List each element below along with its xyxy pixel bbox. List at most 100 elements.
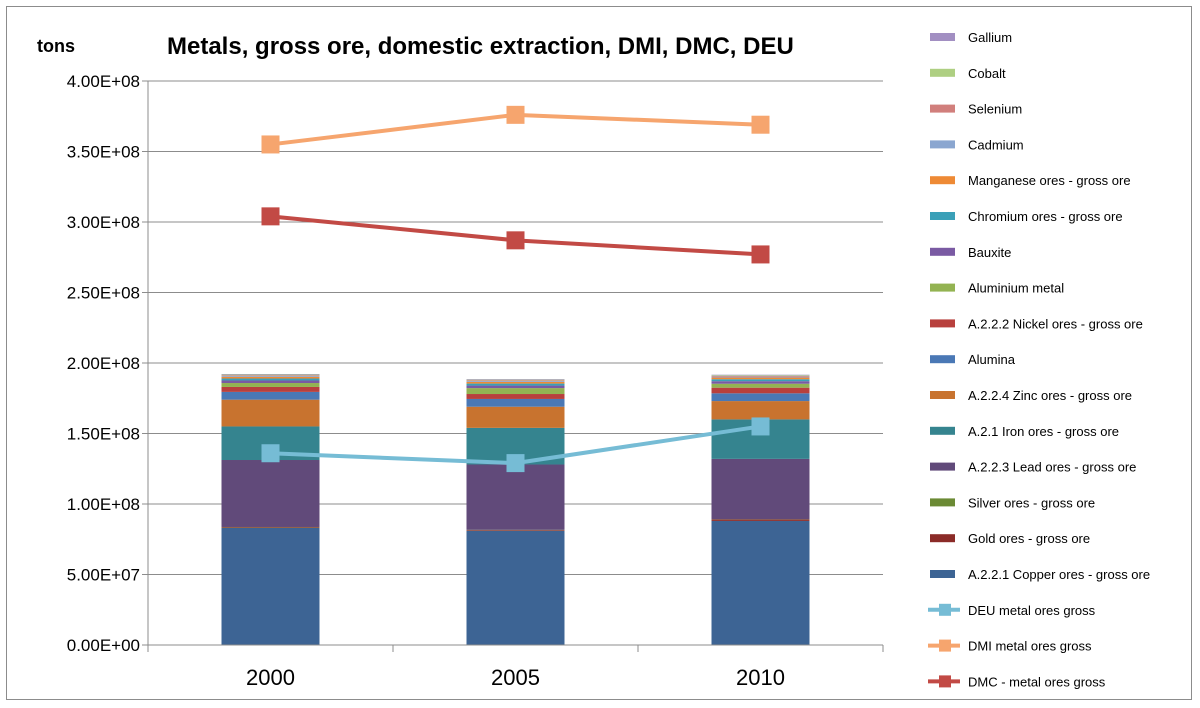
bar-segment: [221, 383, 320, 387]
legend-swatch: [930, 498, 955, 507]
legend-label: A.2.2.3 Lead ores - gross ore: [968, 460, 1136, 475]
chart-title: Metals, gross ore, domestic extraction, …: [167, 33, 794, 60]
x-tick-label: 2010: [736, 665, 785, 690]
legend-label: Selenium: [968, 102, 1022, 117]
y-tick-label: 2.50E+08: [67, 284, 140, 303]
legend-swatch: [930, 355, 955, 364]
bar-segment: [466, 379, 565, 380]
y-tick-label: 1.00E+08: [67, 495, 140, 514]
series-point: [506, 454, 525, 473]
legend-swatch: [930, 68, 955, 77]
bar-segment: [221, 373, 320, 375]
bar-segment: [711, 393, 810, 402]
chart-svg: tons Metals, gross ore, domestic extract…: [37, 30, 1150, 690]
series-point: [261, 135, 280, 154]
bar-segment: [466, 530, 565, 645]
bar-segment: [221, 391, 320, 400]
legend-label: A.2.2.1 Copper ores - gross ore: [968, 567, 1150, 582]
bar-segment: [221, 375, 320, 377]
series-point: [751, 115, 770, 134]
bar-segment: [711, 375, 810, 377]
y-tick-label: 2.00E+08: [67, 354, 140, 373]
bar-segment: [466, 383, 565, 386]
legend-swatch: [930, 391, 955, 399]
legend-swatch: [930, 462, 955, 471]
legend-swatch: [930, 140, 955, 149]
bar-segment: [221, 527, 320, 528]
legend-label: DMC - metal ores gross: [968, 674, 1106, 689]
legend-label: Alumina: [968, 352, 1016, 367]
legend-label: Chromium ores - gross ore: [968, 209, 1123, 224]
bar-segment: [466, 380, 565, 382]
axes: 0.00E+00 5.00E+07 1.00E+08 1.50E+08 2.00E+08…: [67, 72, 884, 690]
series-point: [261, 207, 280, 226]
bar-segment: [466, 464, 565, 530]
series-point: [751, 245, 770, 264]
legend-swatch: [930, 319, 955, 328]
bar-segment: [466, 394, 565, 399]
legend-label: Aluminium metal: [968, 281, 1064, 296]
bar-segment: [221, 386, 320, 392]
bar-segment: [221, 527, 320, 645]
bar-segment: [466, 385, 565, 389]
y-tick-label: 0.00E+00: [67, 636, 140, 655]
series-point: [751, 417, 770, 436]
bar-segment: [711, 377, 810, 380]
legend-label: A.2.2.2 Nickel ores - gross ore: [968, 316, 1143, 331]
bar-segment: [466, 398, 565, 407]
legend-label: Cobalt: [968, 66, 1006, 81]
x-tick-label: 2005: [491, 665, 540, 690]
legend-swatch: [930, 176, 955, 185]
series-point: [261, 444, 280, 463]
y-tick-label: 3.50E+08: [67, 143, 140, 162]
y-tick-label: 3.00E+08: [67, 213, 140, 232]
bar-segment: [711, 374, 810, 376]
bar-segment: [711, 458, 810, 520]
legend-swatch: [930, 534, 955, 543]
chart-frame: tons Metals, gross ore, domestic extract…: [6, 6, 1192, 700]
legend-label: DMI metal ores gross: [968, 639, 1092, 654]
legend-swatch: [930, 212, 955, 220]
bar-segment: [221, 380, 320, 384]
legend-label: Gallium: [968, 30, 1012, 45]
legend: Gallium Cobalt Selenium Cadmium Manganese or…: [928, 30, 1150, 689]
y-tick-label: 1.50E+08: [67, 425, 140, 444]
y-axis-label: tons: [37, 36, 75, 56]
stacked-bars: [221, 373, 810, 645]
bar-segment: [221, 399, 320, 427]
bar-segment: [466, 381, 565, 384]
legend-label: Bauxite: [968, 245, 1011, 260]
bar-segment: [711, 381, 810, 384]
y-tick-label: 5.00E+07: [67, 566, 140, 585]
bar-segment: [466, 379, 565, 381]
bar-segment: [466, 530, 565, 531]
legend-swatch: [930, 104, 955, 113]
bar-segment: [711, 375, 810, 376]
bar-segment: [711, 387, 810, 394]
legend-swatch: [930, 426, 955, 435]
bar-segment: [221, 376, 320, 379]
bar-segment: [221, 375, 320, 376]
bar-segment: [466, 388, 565, 395]
bar-segment: [711, 376, 810, 378]
legend-label: Manganese ores - gross ore: [968, 173, 1131, 188]
bar-segment: [466, 381, 565, 382]
legend-label: Cadmium: [968, 137, 1024, 152]
y-tick-label: 4.00E+08: [67, 72, 140, 91]
legend-marker: [939, 675, 951, 688]
bar-segment: [711, 379, 810, 382]
legend-swatch: [930, 570, 955, 578]
legend-swatch: [930, 247, 955, 256]
bar-segment: [711, 520, 810, 645]
legend-label: Gold ores - gross ore: [968, 531, 1090, 546]
x-tick-label: 2000: [246, 665, 295, 690]
line-series: [261, 105, 770, 473]
legend-marker: [939, 639, 951, 652]
legend-label: Silver ores - gross ore: [968, 495, 1095, 510]
legend-swatch: [930, 283, 955, 292]
bar-segment: [221, 374, 320, 376]
bar-segment: [711, 383, 810, 388]
bar-segment: [711, 401, 810, 420]
bar-segment: [711, 519, 810, 521]
legend-swatch: [930, 33, 955, 41]
